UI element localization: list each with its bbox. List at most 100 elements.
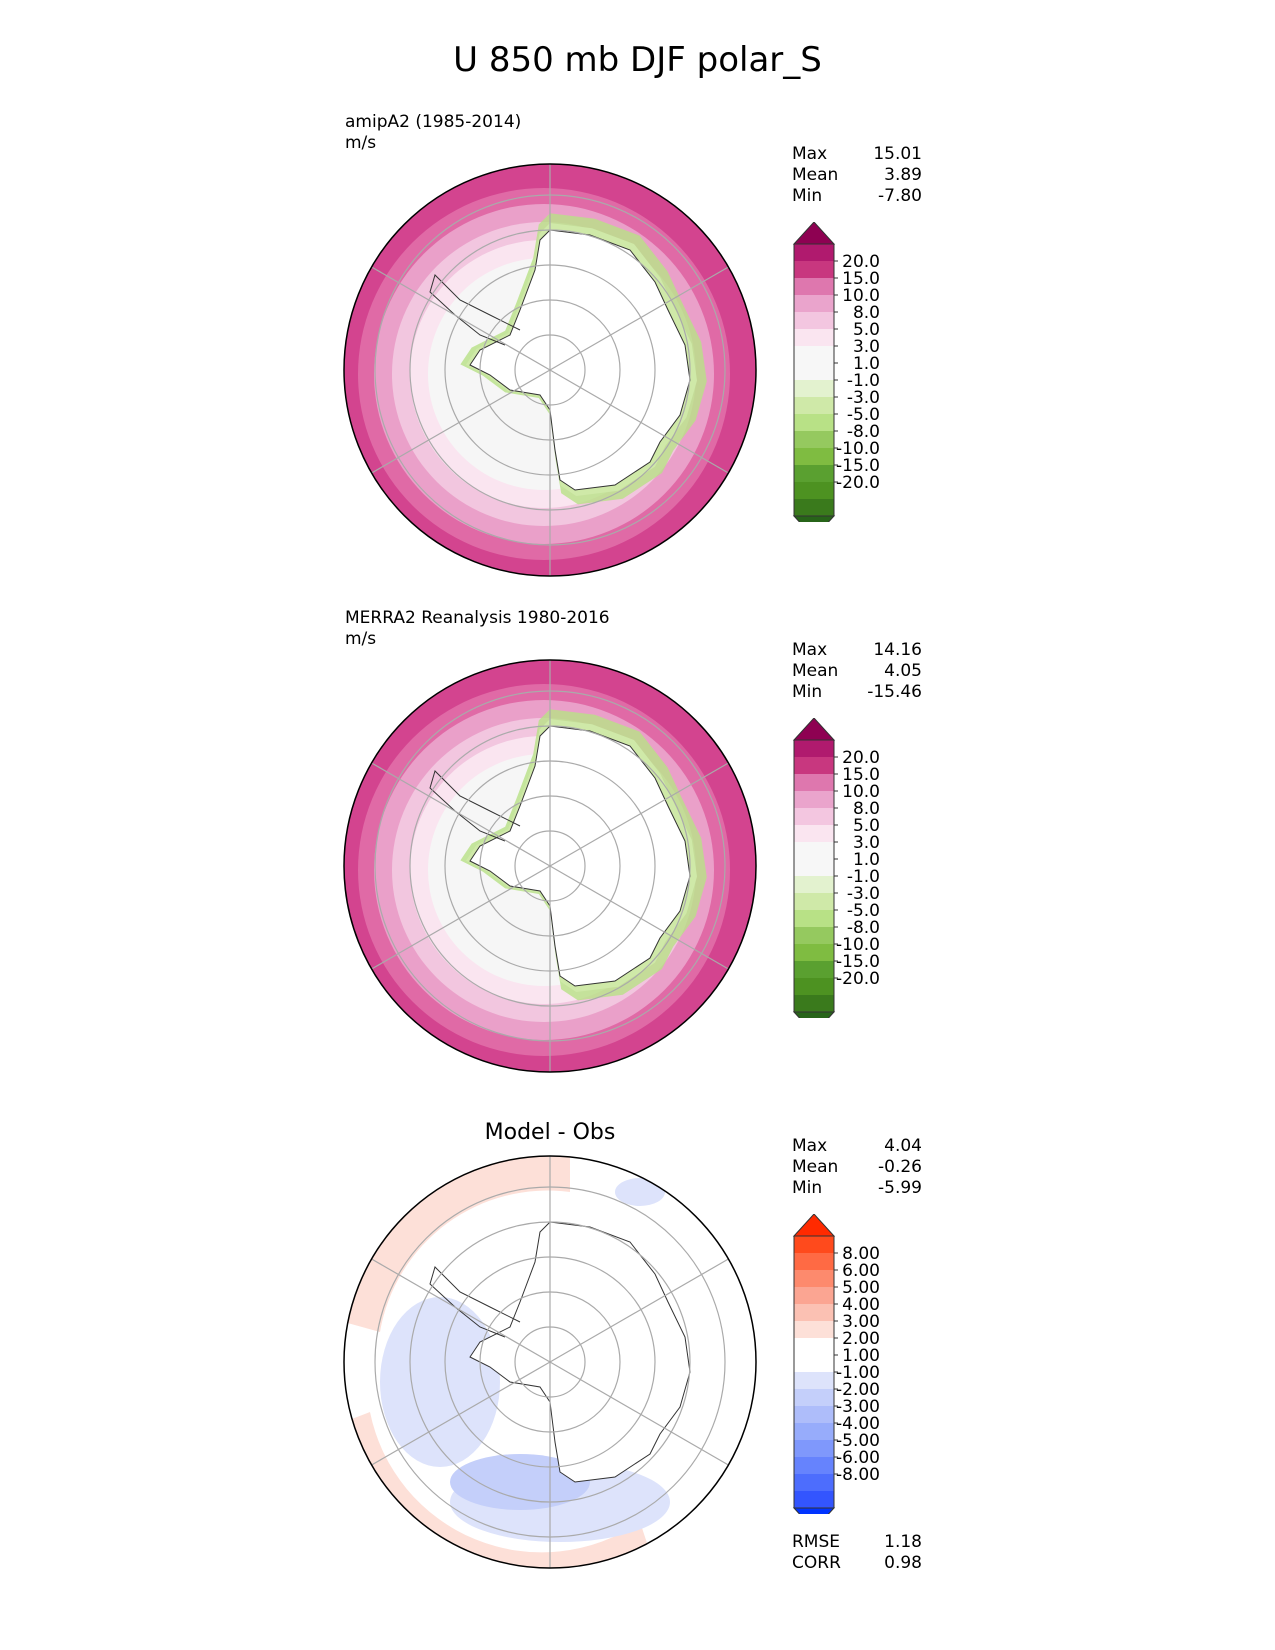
meridian-line — [371, 865, 551, 970]
colorbar-tick-label: 2.00 — [842, 1329, 880, 1349]
panel2-stats: Max 14.16 Mean 4.05 Min -15.46 — [792, 640, 922, 703]
colorbar-band — [794, 1474, 834, 1491]
colorbar-tick-label: -8.0 — [847, 422, 880, 442]
panel2-units: m/s — [345, 629, 377, 649]
colorbar-band — [794, 927, 834, 944]
stat-value: 4.05 — [884, 661, 922, 681]
colorbar-band — [794, 893, 834, 910]
colorbar-tick-label: -5.0 — [847, 901, 880, 921]
colorbar-tick-label: -2.00 — [836, 1380, 880, 1400]
colorbar-band — [794, 1338, 834, 1355]
colorbar-tick-label: -15.0 — [836, 952, 880, 972]
map-field — [344, 164, 756, 576]
colorbar-extend-bottom — [792, 1011, 836, 1018]
colorbar-tick-label: 4.00 — [842, 1295, 880, 1315]
colorbar-band — [794, 431, 834, 448]
colorbar-tick-label: -15.0 — [836, 456, 880, 476]
colorbar-band — [794, 1423, 834, 1440]
colorbar-tick-label: 8.0 — [853, 799, 880, 819]
colorbar-extend-top — [792, 718, 836, 741]
panel1-map — [343, 163, 757, 577]
colorbar-tick-label: 3.00 — [842, 1312, 880, 1332]
panel3-map — [343, 1155, 757, 1569]
colorbar-tick-label: 10.0 — [842, 286, 880, 306]
panel3-title: Model - Obs — [484, 1120, 616, 1145]
panel1-stats: Max 15.01 Mean 3.89 Min -7.80 — [792, 144, 922, 207]
colorbar-band — [794, 944, 834, 961]
meridian-line — [371, 266, 551, 371]
colorbar-tick-label: 5.0 — [853, 320, 880, 340]
panel1-label: amipA2 (1985-2014) m/s — [345, 112, 521, 154]
colorbar-tick-label: -1.0 — [847, 867, 880, 887]
panel2-colorbar: 20.015.010.08.05.03.01.0-1.0-3.0-5.0-8.0… — [792, 718, 880, 1018]
metric-value: 0.98 — [884, 1553, 922, 1573]
colorbar-band — [794, 295, 834, 312]
colorbar-band — [794, 791, 834, 808]
colorbar-band — [794, 482, 834, 499]
colorbar-band — [794, 1440, 834, 1457]
colorbar-band — [794, 1389, 834, 1406]
meridian-line — [549, 1258, 729, 1363]
colorbar-band — [794, 825, 834, 842]
colorbar-tick-label: 8.0 — [853, 303, 880, 323]
colorbar-band — [794, 363, 834, 380]
stat-label: Mean — [792, 1157, 839, 1177]
meridian-line — [549, 762, 729, 867]
colorbar-band — [794, 859, 834, 876]
stat-label: Min — [792, 1178, 823, 1198]
colorbar-band — [794, 278, 834, 295]
colorbar-band — [794, 842, 834, 859]
stat-value: -5.99 — [878, 1178, 922, 1198]
stat-value: 3.89 — [884, 165, 922, 185]
negative-diff-region — [380, 1297, 500, 1467]
colorbar-tick-label: -5.00 — [836, 1431, 880, 1451]
colorbar-extend-top — [792, 222, 836, 245]
colorbar-tick-label: -4.00 — [836, 1414, 880, 1434]
meridian-line — [371, 1361, 551, 1466]
map-field — [344, 660, 756, 1072]
colorbar-tick-label: -1.00 — [836, 1363, 880, 1383]
colorbar-band — [794, 1321, 834, 1338]
colorbar-tick-label: 8.00 — [842, 1244, 880, 1264]
colorbar-band — [794, 499, 834, 516]
colorbar-band — [794, 1253, 834, 1270]
meridian-line — [549, 266, 729, 371]
colorbar-band — [794, 1287, 834, 1304]
panel3-stats: Max 4.04 Mean -0.26 Min -5.99 — [792, 1136, 922, 1199]
colorbar-tick-label: 15.0 — [842, 765, 880, 785]
colorbar-band — [794, 1491, 834, 1508]
stat-value: -15.46 — [867, 682, 922, 702]
map-boundary — [343, 659, 757, 1073]
metric-label: CORR — [792, 1553, 841, 1573]
colorbar-tick-label: 20.0 — [842, 252, 880, 272]
colorbar-tick-label: 5.0 — [853, 816, 880, 836]
meridian-line — [371, 1258, 551, 1363]
colorbar-tick-label: 3.0 — [853, 833, 880, 853]
colorbar-band — [794, 448, 834, 465]
colorbar-band — [794, 1236, 834, 1253]
colorbar-band — [794, 380, 834, 397]
colorbar-band — [794, 808, 834, 825]
metric-value: 1.18 — [884, 1532, 922, 1552]
meridian-line — [371, 369, 551, 474]
peninsula-coastline — [429, 274, 521, 346]
colorbar-band — [794, 414, 834, 431]
panel1-title: amipA2 (1985-2014) — [345, 112, 522, 132]
colorbar-band — [794, 1304, 834, 1321]
colorbar-band — [794, 244, 834, 261]
colorbar-extend-bottom — [792, 515, 836, 522]
positive-diff-region — [344, 1156, 570, 1332]
colorbar-band — [794, 995, 834, 1012]
colorbar-tick-label: -8.0 — [847, 918, 880, 938]
colorbar-band — [794, 757, 834, 774]
colorbar-tick-label: -5.0 — [847, 405, 880, 425]
colorbar-band — [794, 774, 834, 791]
meridian-line — [371, 762, 551, 867]
stat-label: Min — [792, 682, 823, 702]
negative-diff-region — [615, 1178, 665, 1206]
colorbar-band — [794, 876, 834, 893]
colorbar-tick-label: 1.00 — [842, 1346, 880, 1366]
meridian-line — [549, 865, 729, 970]
colorbar-band — [794, 1270, 834, 1287]
colorbar-band — [794, 1372, 834, 1389]
